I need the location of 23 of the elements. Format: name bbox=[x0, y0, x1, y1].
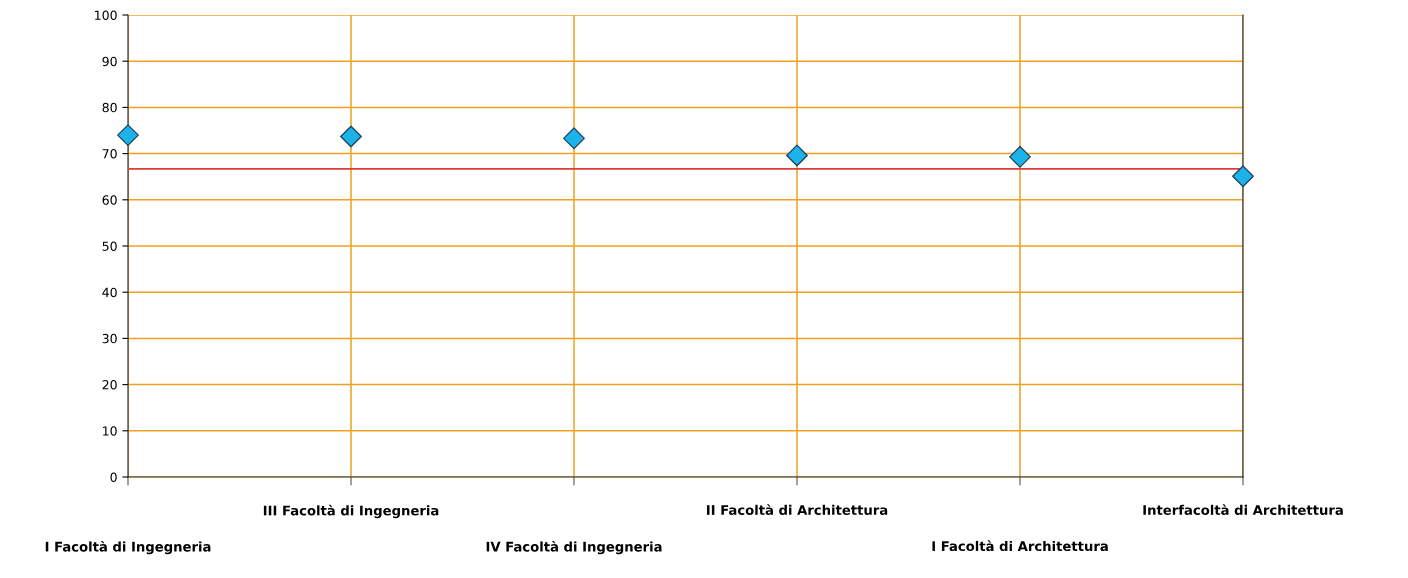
x-tick-label: II Facoltà di Architettura bbox=[706, 504, 888, 515]
y-tick-label: 100 bbox=[95, 10, 117, 20]
y-tick-label: 40 bbox=[102, 287, 117, 298]
y-tick-label: 80 bbox=[102, 102, 117, 113]
x-tick-label: Interfacoltà di Architettura bbox=[1143, 504, 1343, 515]
y-tick-label: 50 bbox=[102, 241, 117, 251]
y-tick-label: 30 bbox=[102, 333, 117, 344]
point bbox=[1009, 145, 1031, 168]
point bbox=[340, 125, 362, 148]
x-tick-label: I Facoltà di Architettura bbox=[932, 540, 1108, 552]
y-tick-label: 70 bbox=[102, 149, 117, 159]
x-tick-label: I Facoltà di Ingegneria bbox=[45, 540, 211, 555]
point bbox=[1232, 165, 1254, 188]
point bbox=[563, 127, 585, 150]
y-tick-label: 20 bbox=[102, 380, 117, 390]
x-tick-label: III Facoltà di Ingegneria bbox=[263, 504, 439, 519]
y-tick-label: 0 bbox=[110, 472, 117, 482]
y-tick-label: 10 bbox=[103, 426, 117, 436]
point bbox=[786, 144, 808, 167]
y-tick-label: 60 bbox=[102, 195, 117, 205]
y-tick-label: 90 bbox=[102, 56, 117, 67]
point bbox=[117, 124, 139, 147]
x-tick-label: IV Facoltà di Ingegneria bbox=[486, 540, 662, 555]
